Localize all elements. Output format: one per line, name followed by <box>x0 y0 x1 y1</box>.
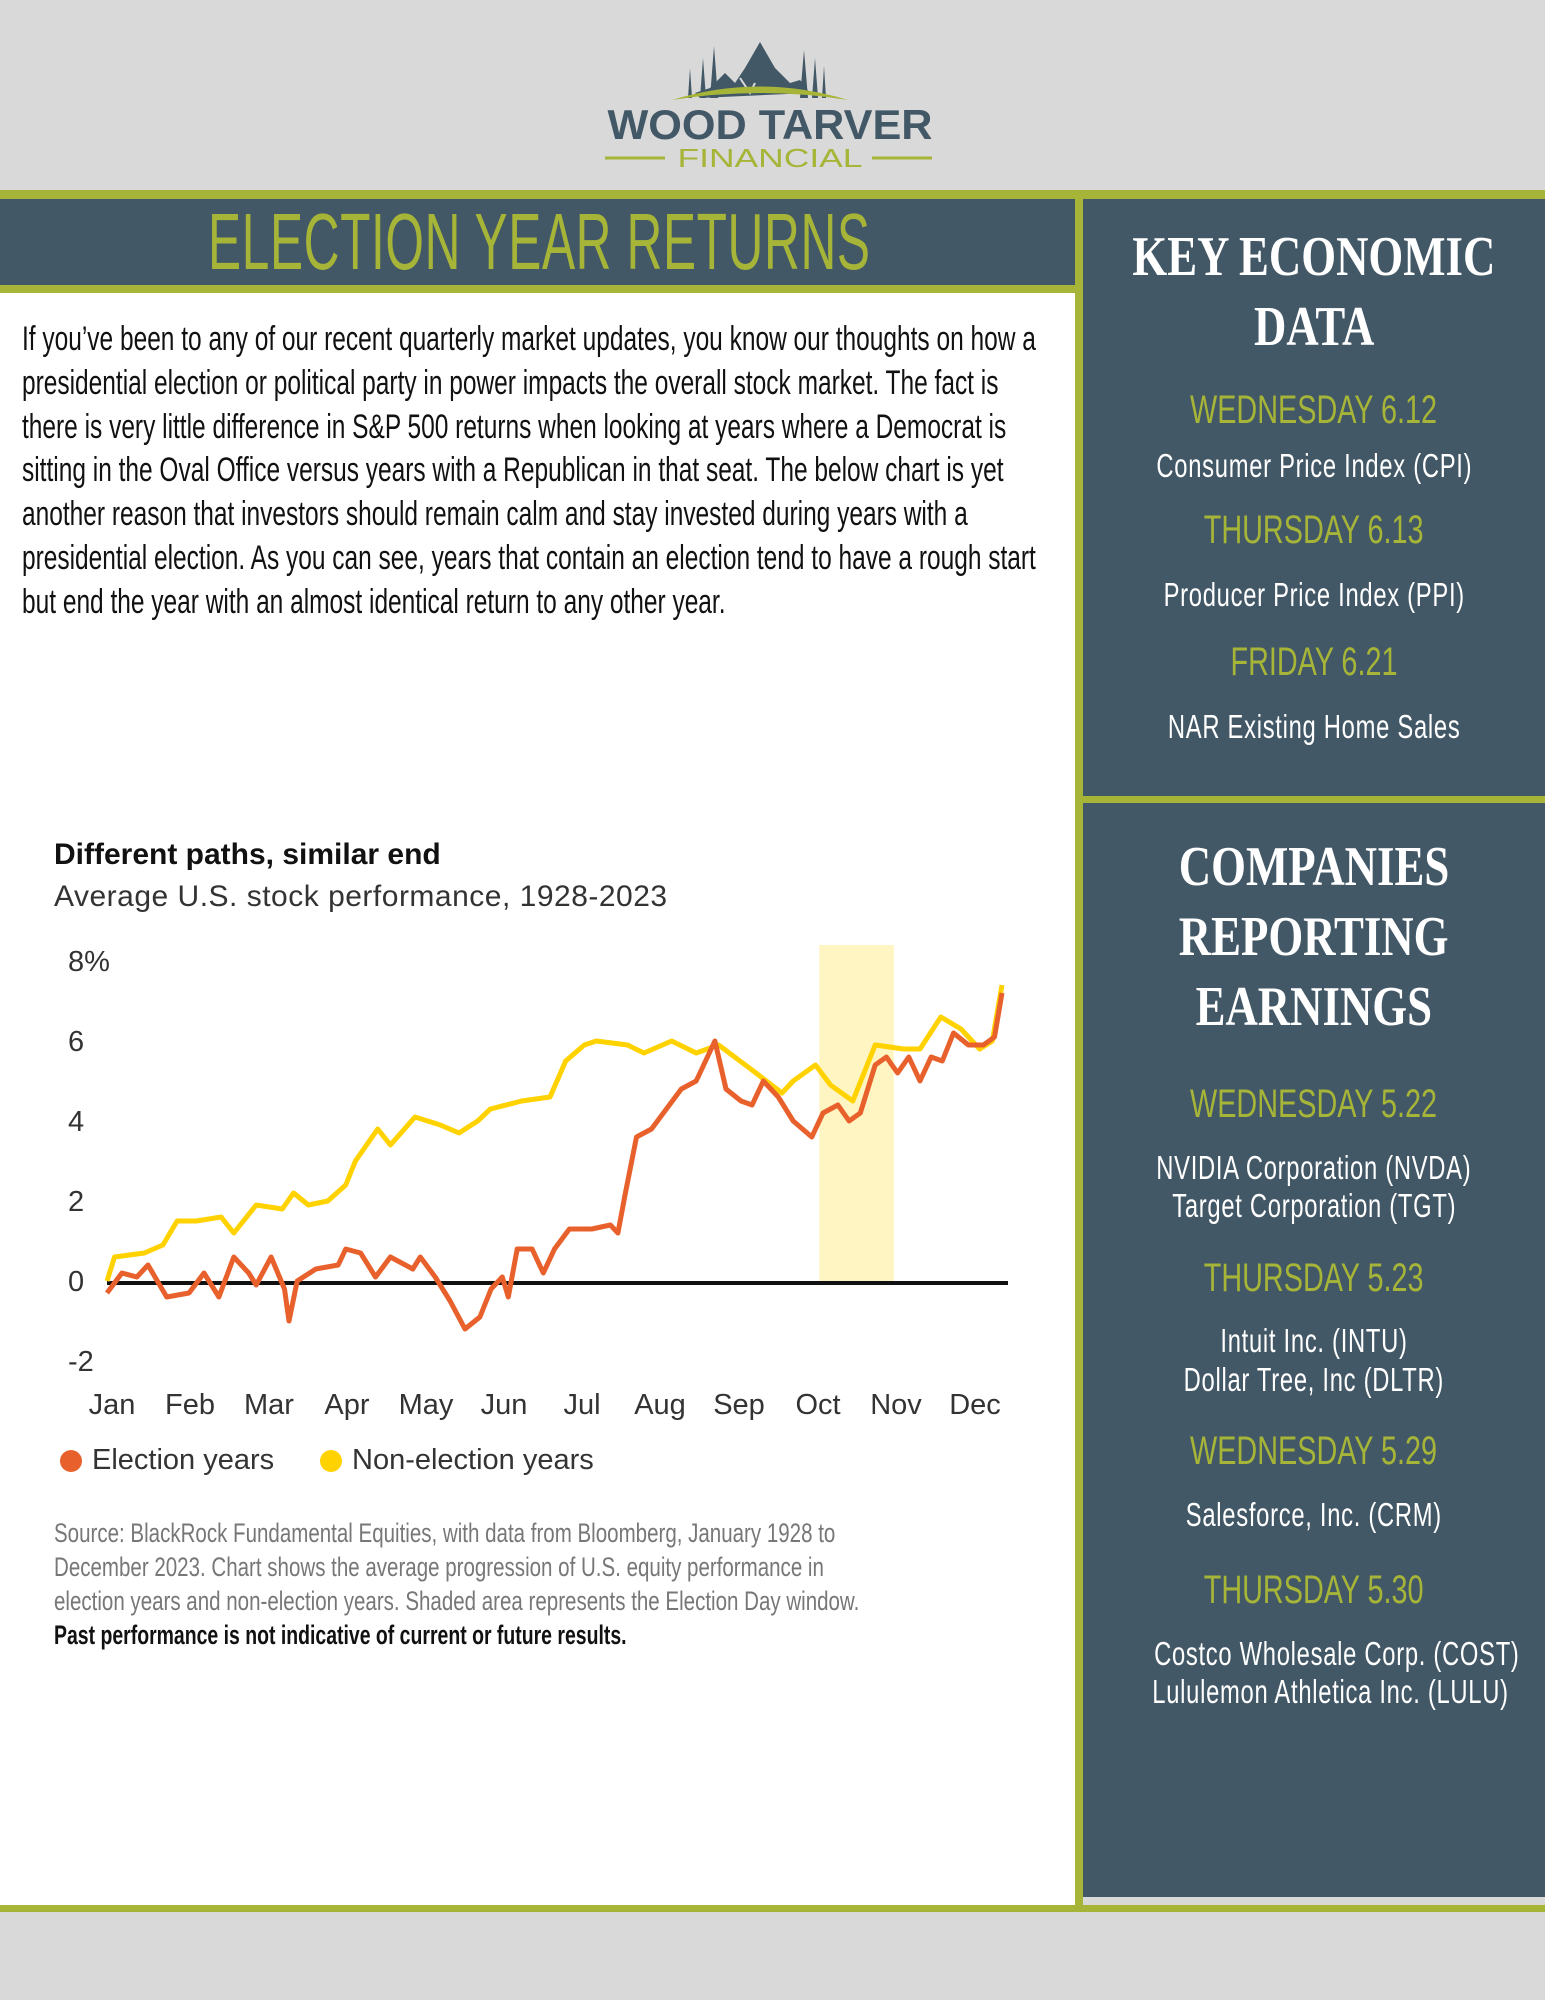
earnings-heading-3: EARNINGS <box>1083 975 1545 1039</box>
event-item: Salesforce, Inc. (CRM) <box>1083 1496 1545 1534</box>
x-tick-label: Aug <box>634 1389 686 1421</box>
event-day: THURSDAY 5.30 <box>1083 1568 1545 1613</box>
y-tick-label: -2 <box>68 1346 94 1378</box>
header: WOOD TARVER FINANCIAL <box>0 0 1545 190</box>
event-item: Lululemon Athletica Inc. (LULU) <box>1083 1673 1545 1711</box>
item-label: Salesforce, Inc. (CRM) <box>1185 1496 1443 1533</box>
source-line: Source: BlackRock Fundamental Equities, … <box>54 1518 836 1548</box>
event-day: WEDNESDAY 6.12 <box>1083 388 1545 433</box>
x-tick-label: Dec <box>949 1389 1001 1421</box>
y-tick-label: 2 <box>68 1186 84 1218</box>
y-tick-label: 6 <box>68 1026 84 1058</box>
heading-line: COMPANIES <box>1178 836 1450 898</box>
event-day: FRIDAY 6.21 <box>1083 640 1545 685</box>
x-tick-label: May <box>399 1389 454 1421</box>
logo-name-line2: FINANCIAL <box>678 143 863 173</box>
event-item: Intuit Inc. (INTU) <box>1083 1322 1545 1360</box>
x-tick-label: Feb <box>165 1389 215 1421</box>
heading-line: REPORTING <box>1179 906 1449 968</box>
legend-label: Non-election years <box>352 1444 594 1476</box>
chart-subtitle: Average U.S. stock performance, 1928-202… <box>54 880 668 913</box>
sidebar <box>1083 199 1545 1897</box>
x-tick-label: Apr <box>324 1389 369 1421</box>
economic-heading: KEY ECONOMIC <box>1083 225 1545 289</box>
event-day: WEDNESDAY 5.29 <box>1083 1429 1545 1474</box>
x-tick-label: Jun <box>481 1389 528 1421</box>
logo-name-line1: WOOD TARVER <box>608 101 933 148</box>
x-tick-label: Jul <box>563 1389 600 1421</box>
chart-title: Different paths, similar end <box>54 838 441 871</box>
item-label: Producer Price Index (PPI) <box>1163 576 1465 613</box>
heading-line: DATA <box>1253 296 1375 358</box>
footer-bar <box>0 1905 1545 1912</box>
event-day: THURSDAY 5.23 <box>1083 1256 1545 1301</box>
day-label: WEDNESDAY 5.29 <box>1190 1429 1438 1473</box>
disclaimer: Past performance is not indicative of cu… <box>54 1620 627 1650</box>
legend-label: Election years <box>92 1444 275 1476</box>
event-item: NAR Existing Home Sales <box>1083 708 1545 746</box>
legend-election: Election years <box>60 1444 274 1477</box>
event-item: NVIDIA Corporation (NVDA) <box>1083 1149 1545 1187</box>
event-item: Target Corporation (TGT) <box>1083 1187 1545 1225</box>
wood-tarver-logo: WOOD TARVER FINANCIAL <box>605 42 933 173</box>
event-item: Producer Price Index (PPI) <box>1083 576 1545 614</box>
legend-non-election: Non-election years <box>320 1444 594 1477</box>
y-tick-label: 4 <box>68 1106 84 1138</box>
earnings-heading-2: REPORTING <box>1083 905 1545 969</box>
series-line-election-years <box>104 992 1005 1332</box>
economic-heading-2: DATA <box>1083 295 1545 359</box>
event-item: Costco Wholesale Corp. (COST) <box>1083 1635 1545 1673</box>
x-tick-label: Sep <box>713 1389 765 1421</box>
source-line: election years and non-election years. S… <box>54 1586 860 1616</box>
y-tick-label: 8% <box>68 946 110 978</box>
event-day: WEDNESDAY 5.22 <box>1083 1082 1545 1127</box>
item-label: Lululemon Athletica Inc. (LULU) <box>1152 1673 1509 1710</box>
day-label: THURSDAY 6.13 <box>1204 508 1424 552</box>
series-line-non-election-years <box>104 984 1005 1282</box>
sidebar-divider <box>1083 796 1545 803</box>
article-body: If you’ve been to any of our recent quar… <box>22 320 1036 621</box>
day-label: FRIDAY 6.21 <box>1230 640 1398 684</box>
column-divider <box>1075 190 1083 1908</box>
event-day: THURSDAY 6.13 <box>1083 508 1545 553</box>
item-label: Dollar Tree, Inc (DLTR) <box>1183 1361 1445 1398</box>
line-chart: 8% 6 4 2 0 -2 Jan Feb Mar Apr May Jun Jul Aug Sep Oct No… <box>68 945 1008 1421</box>
day-label: THURSDAY 5.23 <box>1204 1256 1424 1300</box>
x-tick-label: Mar <box>244 1389 294 1421</box>
item-label: NVIDIA Corporation (NVDA) <box>1156 1149 1472 1186</box>
event-item: Consumer Price Index (CPI) <box>1083 447 1545 485</box>
accent-bar <box>0 190 1545 199</box>
legend-swatch-election <box>60 1449 82 1472</box>
earnings-heading: COMPANIES <box>1083 835 1545 899</box>
day-label: WEDNESDAY 5.22 <box>1190 1082 1438 1126</box>
title-underline <box>0 285 1078 293</box>
source-line: December 2023. Chart shows the average p… <box>54 1552 824 1582</box>
title-bar: ELECTION YEAR RETURNS <box>0 199 1078 285</box>
x-tick-label: Nov <box>870 1389 922 1421</box>
y-tick-label: 0 <box>68 1266 84 1298</box>
day-label: WEDNESDAY 6.12 <box>1190 388 1438 432</box>
item-label: Target Corporation (TGT) <box>1171 1187 1456 1224</box>
day-label: THURSDAY 5.30 <box>1204 1568 1424 1612</box>
x-tick-label: Jan <box>89 1389 136 1421</box>
event-item: Dollar Tree, Inc (DLTR) <box>1083 1361 1545 1399</box>
page-title: ELECTION YEAR RETURNS <box>207 197 871 286</box>
item-label: Costco Wholesale Corp. (COST) <box>1154 1635 1520 1672</box>
mountain-icon <box>688 42 826 98</box>
legend-swatch-non-election <box>320 1449 342 1472</box>
item-label: Consumer Price Index (CPI) <box>1156 447 1472 484</box>
x-tick-label: Oct <box>795 1389 840 1421</box>
heading-line: KEY ECONOMIC <box>1132 226 1496 288</box>
heading-line: EARNINGS <box>1195 976 1433 1038</box>
item-label: NAR Existing Home Sales <box>1167 708 1461 745</box>
item-label: Intuit Inc. (INTU) <box>1220 1322 1408 1359</box>
hill-arc <box>672 86 848 100</box>
